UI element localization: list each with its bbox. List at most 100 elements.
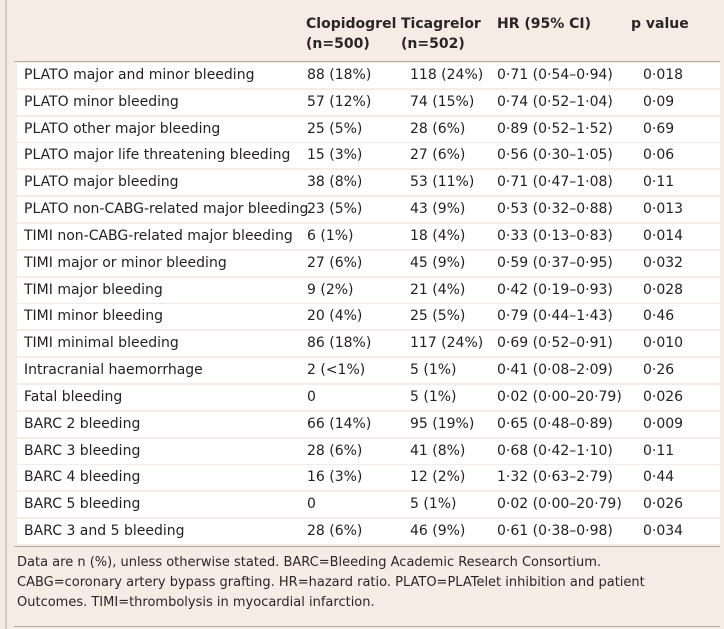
table-row: Fatal bleeding 0 5 (1%) 0·02 (0·00–20·79) 0·…	[17, 384, 720, 410]
row-hr: 0·79 (0·44–1·43)	[497, 308, 613, 325]
row-label: TIMI major or minor bleeding	[24, 254, 227, 271]
row-pvalue: 0·69	[643, 120, 675, 137]
row-pvalue: 0·013	[643, 201, 684, 218]
row-hr: 0·41 (0·08–2·09)	[497, 362, 613, 379]
row-clopidogrel: 2 (<1%)	[307, 362, 366, 379]
row-label: PLATO non-CABG-related major bleeding	[24, 201, 309, 218]
table-row: TIMI non-CABG-related major bleeding 6 (1…	[17, 223, 720, 249]
row-ticagrelor: 118 (24%)	[410, 67, 484, 83]
bottom-rule	[14, 626, 720, 627]
row-clopidogrel: 23 (5%)	[307, 201, 363, 218]
row-label: PLATO major life threatening bleeding	[24, 147, 291, 164]
row-ticagrelor: 45 (9%)	[410, 254, 466, 271]
row-clopidogrel: 88 (18%)	[307, 67, 372, 83]
header-pvalue-label: p value	[631, 16, 689, 32]
table-header: Clopidogrel (n=500) Ticagrelor (n=502) H…	[0, 0, 724, 62]
row-ticagrelor: 5 (1%)	[410, 496, 457, 513]
table-row: TIMI minor bleeding 20 (4%) 25 (5%) 0·79 (0…	[17, 304, 720, 330]
row-hr: 0·53 (0·32–0·88)	[497, 201, 613, 218]
row-clopidogrel: 9 (2%)	[307, 281, 354, 298]
row-label: Fatal bleeding	[24, 388, 123, 405]
table-row: BARC 3 and 5 bleeding 28 (6%) 46 (9%) 0·61 …	[17, 519, 720, 545]
row-hr: 0·68 (0·42–1·10)	[497, 442, 613, 459]
row-clopidogrel: 86 (18%)	[307, 335, 372, 352]
row-hr: 0·65 (0·48–0·89)	[497, 415, 613, 432]
row-label: Intracranial haemorrhage	[24, 362, 203, 379]
table-row: BARC 2 bleeding 66 (14%) 95 (19%) 0·65 (0·4…	[17, 411, 720, 437]
row-ticagrelor: 5 (1%)	[410, 362, 457, 379]
header-pvalue: p value	[631, 14, 689, 34]
row-ticagrelor: 18 (4%)	[410, 227, 466, 244]
table-body: PLATO major and minor bleeding 88 (18%) 11…	[17, 63, 720, 546]
row-pvalue: 0·018	[643, 67, 684, 83]
row-clopidogrel: 38 (8%)	[307, 174, 363, 191]
row-pvalue: 0·026	[643, 388, 684, 405]
table-row: Intracranial haemorrhage 2 (<1%) 5 (1%) 0·4…	[17, 358, 720, 384]
table-row: PLATO other major bleeding 25 (5%) 28 (6%)…	[17, 116, 720, 142]
row-label: PLATO major bleeding	[24, 174, 179, 191]
table-footnote: Data are n (%), unless otherwise stated.…	[17, 555, 645, 610]
row-clopidogrel: 16 (3%)	[307, 469, 363, 486]
header-ticagrelor-n: (n=502)	[401, 36, 465, 52]
row-hr: 0·02 (0·00–20·79)	[497, 496, 622, 513]
row-hr: 0·61 (0·38–0·98)	[497, 523, 613, 540]
table-row: TIMI minimal bleeding 86 (18%) 117 (24%) 0·…	[17, 331, 720, 357]
row-ticagrelor: 27 (6%)	[410, 147, 466, 164]
row-pvalue: 0·06	[643, 147, 675, 164]
row-ticagrelor: 53 (11%)	[410, 174, 475, 191]
row-hr: 0·56 (0·30–1·05)	[497, 147, 613, 164]
row-label: BARC 4 bleeding	[24, 469, 141, 486]
table-row: PLATO major bleeding 38 (8%) 53 (11%) 0·71 …	[17, 170, 720, 196]
row-label: BARC 3 and 5 bleeding	[24, 523, 185, 540]
row-hr: 0·89 (0·52–1·52)	[497, 120, 613, 137]
row-pvalue: 0·09	[643, 93, 675, 110]
header-clopidogrel-name: Clopidogrel	[306, 16, 397, 32]
row-pvalue: 0·034	[643, 523, 684, 540]
row-pvalue: 0·26	[643, 362, 675, 379]
row-hr: 0·42 (0·19–0·93)	[497, 281, 613, 298]
row-pvalue: 0·032	[643, 254, 684, 271]
row-label: BARC 2 bleeding	[24, 415, 141, 432]
row-label: BARC 5 bleeding	[24, 496, 141, 513]
row-pvalue: 0·010	[643, 335, 684, 352]
row-hr: 0·69 (0·52–0·91)	[497, 335, 613, 352]
row-ticagrelor: 41 (8%)	[410, 442, 466, 459]
row-clopidogrel: 25 (5%)	[307, 120, 363, 137]
row-label: TIMI major bleeding	[24, 281, 163, 298]
row-clopidogrel: 28 (6%)	[307, 442, 363, 459]
row-label: BARC 3 bleeding	[24, 442, 141, 459]
row-ticagrelor: 12 (2%)	[410, 469, 466, 486]
table-row: BARC 3 bleeding 28 (6%) 41 (8%) 0·68 (0·42–…	[17, 438, 720, 464]
table-row: PLATO minor bleeding 57 (12%) 74 (15%) 0·74…	[17, 89, 720, 115]
row-pvalue: 0·11	[643, 442, 675, 459]
table-row: BARC 4 bleeding 16 (3%) 12 (2%) 1·32 (0·63–…	[17, 465, 720, 491]
row-clopidogrel: 0	[307, 496, 316, 513]
row-label: TIMI minimal bleeding	[24, 335, 179, 352]
row-ticagrelor: 74 (15%)	[410, 93, 475, 110]
row-ticagrelor: 46 (9%)	[410, 523, 466, 540]
row-pvalue: 0·028	[643, 281, 684, 298]
left-border	[5, 0, 7, 629]
header-clopidogrel-n: (n=500)	[306, 36, 370, 52]
row-pvalue: 0·44	[643, 469, 675, 486]
row-pvalue: 0·46	[643, 308, 675, 325]
row-label: TIMI minor bleeding	[24, 308, 164, 325]
row-clopidogrel: 66 (14%)	[307, 415, 372, 432]
row-pvalue: 0·11	[643, 174, 675, 191]
row-clopidogrel: 27 (6%)	[307, 254, 363, 271]
row-clopidogrel: 20 (4%)	[307, 308, 363, 325]
row-clopidogrel: 57 (12%)	[307, 93, 372, 110]
table-row: TIMI major bleeding 9 (2%) 21 (4%) 0·42 (0·…	[17, 277, 720, 303]
row-hr: 0·71 (0·54–0·94)	[497, 67, 613, 83]
header-hr: HR (95% CI)	[497, 14, 591, 34]
table-row: TIMI major or minor bleeding 27 (6%) 45 (9…	[17, 250, 720, 276]
row-ticagrelor: 5 (1%)	[410, 388, 457, 405]
row-pvalue: 0·014	[643, 227, 684, 244]
row-hr: 1·32 (0·63–2·79)	[497, 469, 613, 486]
row-label: PLATO minor bleeding	[24, 93, 179, 110]
row-hr: 0·02 (0·00–20·79)	[497, 388, 622, 405]
header-ticagrelor-name: Ticagrelor	[401, 16, 481, 32]
row-pvalue: 0·009	[643, 415, 684, 432]
row-label: PLATO major and minor bleeding	[24, 67, 255, 83]
